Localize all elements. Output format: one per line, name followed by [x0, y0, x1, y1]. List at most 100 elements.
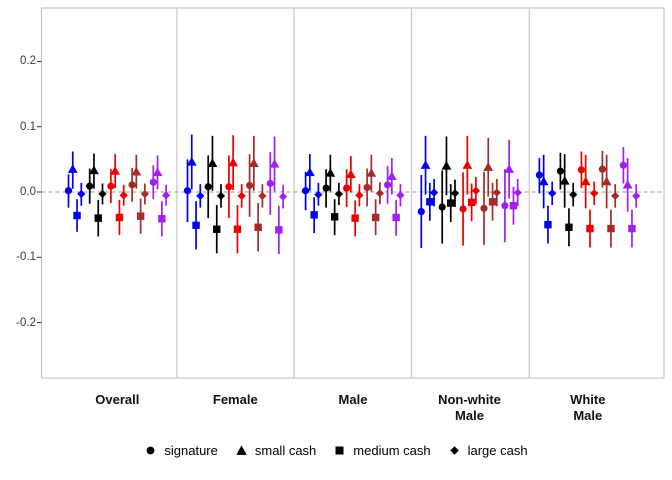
marker-triangle: [186, 156, 197, 166]
marker-square: [233, 225, 242, 233]
marker-circle: [459, 205, 467, 213]
marker-square: [565, 223, 573, 231]
y-axis-tick-label: 0.2: [20, 55, 36, 68]
marker-diamond: [98, 189, 107, 199]
marker-square: [447, 199, 455, 207]
marker-diamond: [548, 189, 557, 198]
marker-square: [330, 213, 339, 221]
marker-diamond: [590, 189, 599, 198]
marker-triangle: [441, 160, 452, 170]
marker-diamond: [314, 190, 323, 199]
legend-item-signature: signature: [144, 443, 218, 458]
marker-diamond: [279, 192, 288, 201]
marker-square: [213, 225, 221, 233]
marker-circle: [619, 161, 628, 169]
marker-square: [544, 220, 552, 229]
marker-triangle: [304, 167, 315, 177]
marker-circle: [501, 202, 509, 210]
marker-triangle: [462, 160, 473, 169]
marker-diamond: [237, 191, 246, 201]
marker-triangle: [366, 168, 377, 177]
marker-square: [426, 198, 434, 206]
marker-triangle: [601, 176, 612, 186]
marker-square: [254, 223, 262, 231]
marker-circle: [384, 181, 392, 189]
marker-circle: [302, 187, 310, 195]
panel-border: [40, 7, 665, 379]
marker-square: [371, 213, 380, 222]
marker-diamond: [632, 191, 641, 201]
marker-circle: [598, 165, 607, 173]
marker-triangle: [420, 160, 431, 169]
marker-diamond: [140, 189, 149, 199]
marker-triangle: [228, 157, 239, 167]
marker-square: [158, 215, 166, 223]
marker-diamond: [492, 188, 501, 197]
marker-square: [351, 214, 359, 222]
marker-triangle: [248, 158, 259, 167]
marker-square: [488, 198, 497, 206]
marker-square: [115, 213, 124, 222]
marker-circle: [322, 184, 330, 192]
marker-diamond: [569, 190, 578, 199]
facet-label: Female: [212, 392, 258, 407]
marker-triangle: [110, 166, 121, 175]
marker-circle: [64, 187, 73, 195]
marker-square: [607, 224, 615, 233]
circle-icon: [146, 446, 155, 455]
marker-triangle: [67, 164, 78, 173]
legend-item-medium-cash: medium cash: [333, 443, 431, 458]
marker-diamond: [513, 188, 522, 197]
marker-square: [310, 211, 318, 219]
y-axis-tick-label: 0.1: [20, 120, 36, 133]
legend-item-small-cash: small cash: [235, 443, 316, 458]
marker-diamond: [334, 189, 343, 199]
marker-circle: [86, 182, 94, 190]
y-axis-tick-label: 0.0: [20, 186, 36, 198]
marker-diamond: [355, 191, 364, 200]
marker-diamond: [450, 189, 460, 198]
marker-circle: [480, 204, 488, 212]
marker-diamond: [471, 186, 480, 195]
marker-triangle: [89, 165, 99, 175]
marker-triangle: [131, 166, 142, 176]
marker-triangle: [325, 168, 336, 177]
legend-item-large-cash: large cash: [448, 443, 528, 458]
triangle-icon: [236, 445, 247, 455]
marker-triangle: [483, 162, 494, 171]
marker-circle: [266, 179, 274, 188]
marker-triangle: [580, 176, 591, 186]
square-icon: [335, 446, 344, 455]
y-axis-tick-label: -0.1: [16, 251, 36, 264]
legend-label: small cash: [254, 443, 317, 458]
marker-square: [192, 221, 200, 230]
marker-square: [509, 202, 518, 210]
marker-diamond: [196, 191, 205, 201]
marker-square: [467, 198, 476, 207]
facet-label: Male: [338, 392, 368, 407]
legend: signature small cash medium cash large cash: [0, 443, 672, 458]
marker-diamond: [216, 191, 226, 201]
marker-circle: [128, 181, 136, 189]
marker-circle: [246, 181, 254, 190]
marker-diamond: [396, 191, 405, 200]
marker-triangle: [269, 158, 280, 168]
marker-circle: [535, 171, 544, 179]
marker-circle: [225, 183, 233, 191]
marker-square: [73, 211, 81, 220]
marker-square: [392, 213, 400, 222]
facet-label: White Male: [570, 392, 606, 423]
marker-triangle: [622, 179, 633, 189]
marker-triangle: [386, 171, 397, 181]
marker-triangle: [504, 164, 515, 173]
marker-circle: [149, 178, 157, 186]
legend-label: medium cash: [353, 443, 431, 458]
marker-circle: [204, 183, 212, 191]
facet-label: Non-white Male: [438, 392, 501, 423]
marker-diamond: [162, 191, 171, 200]
marker-triangle: [152, 167, 163, 177]
marker-circle: [556, 167, 565, 175]
marker-circle: [343, 184, 351, 192]
marker-square: [275, 226, 283, 234]
